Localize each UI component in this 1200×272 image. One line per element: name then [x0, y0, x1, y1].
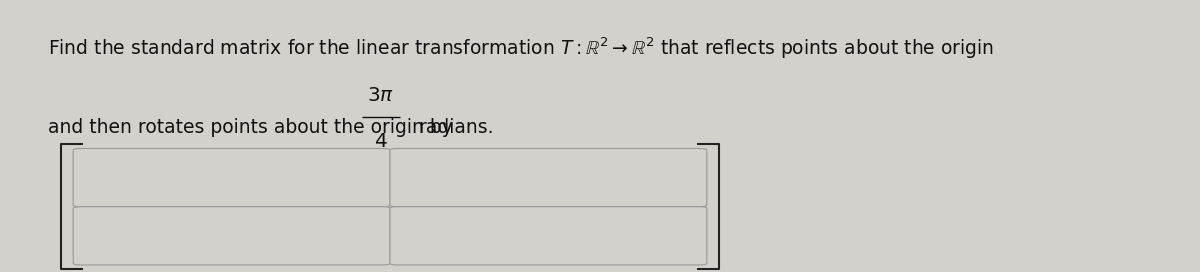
FancyBboxPatch shape	[390, 207, 707, 265]
Text: radians.: radians.	[418, 118, 493, 137]
Text: and then rotates points about the origin by: and then rotates points about the origin…	[48, 118, 452, 137]
Text: Find the standard matrix for the linear transformation $T : \mathbb{R}^2 \to \ma: Find the standard matrix for the linear …	[48, 35, 994, 61]
Text: $3\pi$: $3\pi$	[367, 86, 395, 105]
FancyBboxPatch shape	[73, 207, 390, 265]
FancyBboxPatch shape	[390, 149, 707, 207]
Text: $4$: $4$	[374, 132, 388, 151]
FancyBboxPatch shape	[73, 149, 390, 207]
